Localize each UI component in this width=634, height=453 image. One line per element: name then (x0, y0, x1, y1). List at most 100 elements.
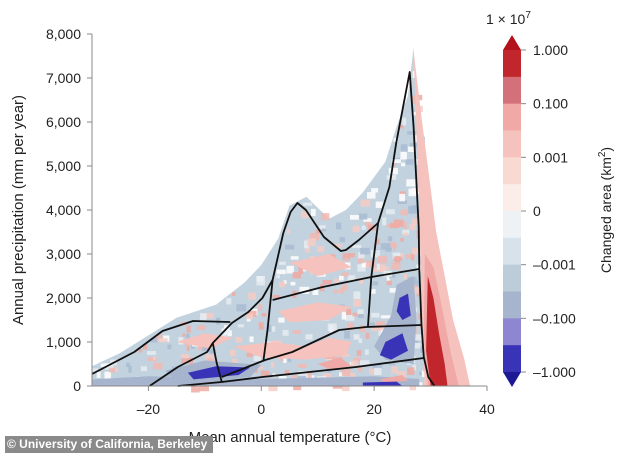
heat-cell (353, 299, 362, 307)
heat-cell (358, 258, 365, 264)
heat-cell (361, 262, 369, 268)
heat-cell (109, 367, 116, 373)
y-tick-label: 7,000 (46, 70, 81, 86)
heat-cell (369, 368, 378, 375)
heat-cell (229, 349, 236, 357)
heat-cell (299, 286, 310, 294)
heat-cell (347, 322, 354, 331)
heat-cell (157, 338, 168, 343)
heat-cell (333, 289, 339, 294)
colorbar-tick-label: –1.000 (533, 364, 576, 380)
heat-cell (147, 351, 156, 355)
heat-cell (202, 344, 212, 352)
heat-cell (196, 325, 206, 331)
heat-cell (256, 279, 265, 286)
heat-cell (401, 162, 406, 167)
heat-cell (397, 200, 408, 204)
x-axis-title: Mean annual temperature (°C) (189, 429, 392, 446)
heat-cell (334, 278, 340, 284)
heat-cell (353, 334, 360, 340)
heat-cell (278, 281, 286, 288)
heat-cell (388, 362, 396, 366)
y-axis-title: Annual precipitation (mm per year) (10, 95, 27, 325)
heat-cell (388, 274, 396, 278)
heat-cell (303, 240, 309, 249)
heat-cell (372, 281, 379, 286)
heat-cell (373, 267, 379, 272)
heat-cell (191, 384, 200, 393)
heat-cell (413, 343, 421, 349)
heat-cell (261, 313, 267, 317)
heat-cell (180, 353, 190, 359)
colorbar-segment (503, 291, 521, 319)
heat-cell (391, 159, 401, 163)
heat-cell (358, 252, 365, 259)
y-tick-label: 0 (73, 378, 81, 394)
heat-cell (370, 326, 381, 332)
heat-cell (405, 159, 414, 165)
heat-cell (350, 360, 358, 367)
heat-cell (386, 224, 391, 228)
heat-cell (389, 288, 398, 293)
heat-cell (209, 348, 216, 353)
heat-cell (392, 160, 396, 167)
heat-cell (348, 372, 356, 378)
heat-cell (359, 325, 366, 332)
heat-cell (365, 260, 376, 268)
heat-cell (322, 227, 326, 232)
heat-cell (412, 71, 421, 78)
heat-cell (409, 384, 416, 391)
heat-cell (400, 237, 404, 242)
heat-cell (246, 318, 251, 322)
heat-cell (335, 222, 342, 230)
axes: –20 0 20 40 0 1,000 2,000 3,000 4,000 5,000 6,000 7… (46, 26, 495, 417)
colorbar-segment (503, 318, 521, 346)
heat-cell (402, 117, 407, 126)
heat-cell (375, 201, 384, 208)
heat-cell (386, 275, 390, 282)
heat-cell (391, 366, 398, 374)
heat-cell (153, 362, 163, 370)
heat-cell (365, 220, 371, 227)
heat-cell (365, 349, 369, 355)
heat-region (362, 381, 403, 386)
biome-boundary-line (272, 268, 420, 301)
heat-cell (272, 294, 280, 299)
heat-cell (186, 344, 190, 351)
colorbar-segment (503, 76, 521, 105)
heat-cell (256, 276, 265, 280)
heat-cell (400, 209, 408, 216)
heat-cell (290, 256, 299, 260)
heat-cell (286, 265, 294, 274)
heat-cell (407, 367, 415, 375)
heat-cell (259, 322, 264, 330)
heat-cell (358, 277, 364, 284)
heat-cell (319, 225, 326, 229)
heat-cell (357, 264, 366, 272)
heat-cell (360, 199, 371, 207)
heat-cell (406, 179, 416, 187)
colorbar: 1.000 0.100 0.001 0 –0.001 –0.100 –1.000 (503, 35, 576, 387)
heat-cell (399, 193, 406, 202)
heat-cell (367, 192, 376, 199)
colorbar-segment (503, 50, 521, 78)
heat-cell (411, 218, 418, 226)
heat-cell (276, 274, 280, 279)
heat-cell (340, 288, 344, 294)
heat-cell (150, 337, 160, 343)
heat-cell (347, 275, 356, 281)
heat-cell (226, 298, 232, 305)
heat-cell (321, 213, 330, 221)
heat-cell (377, 255, 387, 264)
heat-cell (393, 256, 403, 261)
heat-cell (307, 238, 317, 247)
heat-cell (409, 224, 416, 230)
heat-cell (317, 246, 325, 253)
heat-cell (339, 275, 344, 281)
heat-cell (375, 238, 380, 245)
heat-cell (128, 365, 132, 373)
heat-cell (358, 213, 368, 220)
biome-boundary-line (367, 222, 379, 328)
heat-cell (283, 356, 287, 363)
heat-cell (235, 336, 243, 343)
